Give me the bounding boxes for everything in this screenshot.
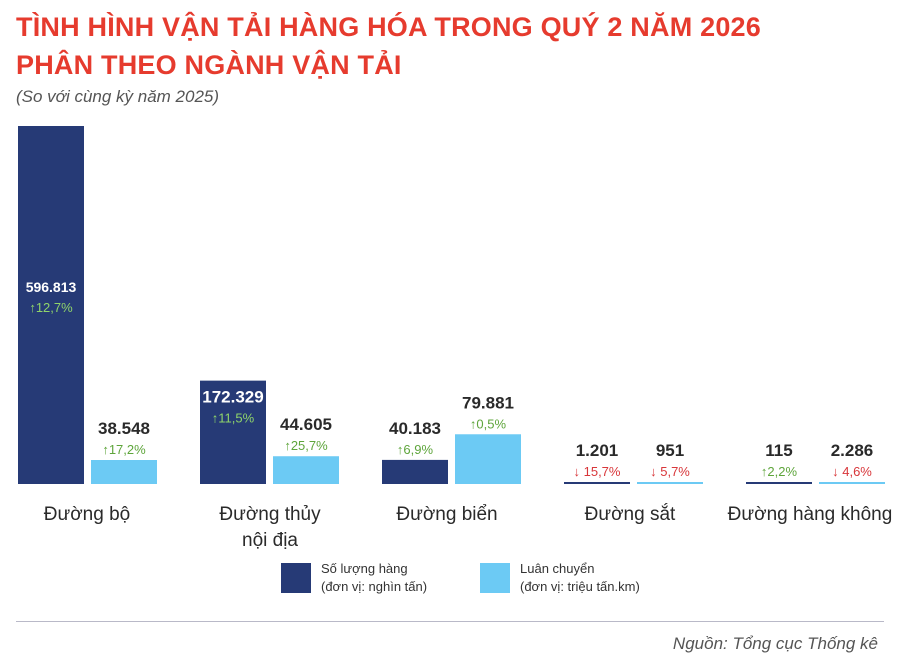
- category-label: Đường bộ: [44, 504, 130, 525]
- data-label-value: 79.881: [462, 393, 514, 412]
- data-label-change: ↑17,2%: [102, 442, 146, 457]
- bar-turnover-0: [91, 460, 157, 484]
- data-label-change: ↓ 15,7%: [574, 464, 621, 479]
- chart-subtitle: (So với cùng kỳ năm 2025): [16, 87, 220, 106]
- data-label-value: 596.813: [26, 279, 77, 295]
- bar-volume-4: [746, 482, 812, 484]
- data-label-change: ↑0,5%: [470, 416, 507, 431]
- data-label-value: 115: [765, 441, 792, 460]
- bar-volume-3: [564, 482, 630, 484]
- legend-label-volume-name: Số lượng hàng: [321, 561, 408, 576]
- legend-label-turnover-unit: (đơn vị: triệu tấn.km): [520, 579, 640, 594]
- data-label-value: 2.286: [831, 441, 874, 460]
- bar-volume-1: [200, 380, 266, 484]
- legend-label-volume-unit: (đơn vị: nghìn tấn): [321, 579, 428, 594]
- category-label: nội địa: [242, 530, 298, 551]
- data-label-change: ↑11,5%: [212, 411, 255, 426]
- bar-volume-2: [382, 459, 448, 484]
- category-label: Đường sắt: [585, 503, 676, 525]
- data-label-value: 1.201: [576, 441, 619, 460]
- data-label-change: ↑12,7%: [29, 300, 73, 315]
- chart-title-line-2: PHÂN THEO NGÀNH VẬN TẢI: [16, 50, 402, 80]
- category-label: Đường hàng không: [728, 504, 893, 525]
- legend-swatch-volume: [281, 563, 311, 593]
- data-label-change: ↑25,7%: [284, 438, 328, 453]
- data-label-value: 40.183: [389, 419, 441, 438]
- data-label-value: 951: [656, 441, 684, 460]
- bar-turnover-3: [637, 482, 703, 484]
- footer-divider: [16, 621, 884, 622]
- bar-turnover-4: [819, 482, 885, 484]
- legend-label-volume: Số lượng hàng (đơn vị: nghìn tấn): [321, 560, 427, 596]
- legend-swatch-turnover: [480, 563, 510, 593]
- category-label: Đường thủy: [219, 504, 321, 525]
- legend-label-turnover: Luân chuyển (đơn vị: triệu tấn.km): [520, 560, 640, 596]
- category-label: Đường biển: [396, 504, 497, 525]
- data-label-change: ↑6,9%: [397, 442, 434, 457]
- chart-title-line-1: TÌNH HÌNH VẬN TẢI HÀNG HÓA TRONG QUÝ 2 N…: [16, 12, 761, 42]
- bar-turnover-2: [455, 434, 521, 484]
- bar-turnover-1: [273, 456, 339, 484]
- data-label-value: 38.548: [98, 419, 150, 438]
- data-label-change: ↑2,2%: [761, 464, 798, 479]
- data-label-value: 172.329: [202, 388, 263, 407]
- data-label-change: ↓ 4,6%: [832, 464, 872, 479]
- legend-label-turnover-name: Luân chuyển: [520, 561, 595, 576]
- data-label-value: 44.605: [280, 415, 332, 434]
- source-note: Nguồn: Tổng cục Thống kê: [672, 634, 878, 653]
- bar-volume-0: [18, 126, 84, 484]
- data-label-change: ↓ 5,7%: [650, 464, 690, 479]
- bar-chart: 596.813 ↑12,7% 172.329 ↑11,5% 40.183 ↑6,9% 1.2…: [18, 126, 893, 551]
